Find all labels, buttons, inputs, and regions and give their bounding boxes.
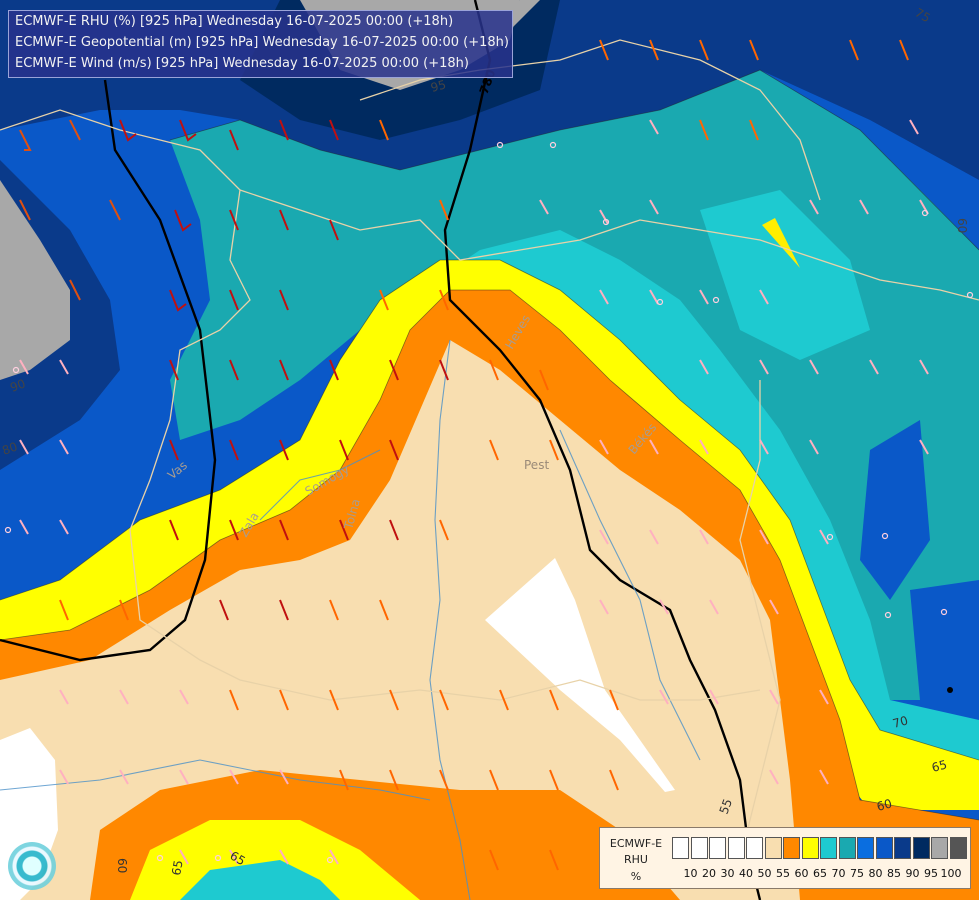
legend-tick: 65 [813, 867, 827, 880]
station-marker [947, 687, 953, 693]
rhu-label-65: 65 [930, 757, 948, 774]
rhu-label-65-bottom2: 65 [169, 859, 185, 876]
legend-tick: 100 [940, 867, 962, 880]
legend-swatch [783, 837, 800, 859]
legend-tick: 95 [924, 867, 938, 880]
rhu-95-west [0, 180, 70, 380]
legend-swatch [727, 837, 745, 859]
rhu-dry-region [485, 558, 675, 792]
legend-tick: 70 [831, 867, 846, 880]
rhu-legend: ECMWF-E RHU % 10 20 30 40 50 55 60 65 70 75 80 85 90… [599, 827, 971, 889]
calm-markers [4, 141, 974, 864]
legend-tick: 20 [702, 867, 716, 880]
rhu-contours [0, 69, 979, 821]
rhu-80-spot-1 [860, 420, 930, 600]
rhu-label-65-bottom: 65 [228, 848, 248, 868]
legend-tick: 50 [757, 867, 772, 880]
legend-tick: 60 [794, 867, 809, 880]
rhu-label-55-bottom: 55 [717, 797, 735, 816]
rhu-70-band [0, 230, 979, 800]
rhu-label-60-bottom: 60 [115, 858, 129, 873]
dry-spot [762, 218, 800, 268]
place-pest: Pest [524, 458, 549, 472]
rhu-80-spot-2 [910, 580, 979, 700]
title-line-rhu: ECMWF-E RHU (%) [925 hPa] Wednesday 16-0… [15, 14, 454, 29]
rhu-label-90-left: 90 [8, 376, 27, 394]
title-box: ECMWF-E RHU (%) [925 hPa] Wednesday 16-0… [8, 10, 513, 78]
legend-tick: 90 [905, 867, 920, 880]
legend-swatch [949, 837, 967, 859]
rivers [0, 339, 701, 900]
legend-tick: 85 [887, 867, 901, 880]
rhu-75-spot [905, 330, 940, 385]
legend-swatch [672, 837, 689, 859]
rhu-label-75: 75 [913, 5, 933, 25]
rhu-label-95: 95 [429, 77, 447, 94]
legend-tick: 30 [720, 867, 735, 880]
contour-labels: 780 95 75 60 90 80 70 65 60 55 65 60 65 [0, 5, 969, 876]
legend-tick: 40 [739, 867, 753, 880]
legend-swatch [746, 837, 763, 859]
legend-swatch [875, 837, 893, 859]
title-line-wind: ECMWF-E Wind (m/s) [925 hPa] Wednesday 1… [15, 56, 469, 71]
legend-tick: 55 [776, 867, 790, 880]
geopotential-lines [0, 0, 762, 900]
ecmwf-logo [8, 842, 56, 890]
legend-swatch [894, 837, 911, 859]
legend-tick: 80 [868, 867, 883, 880]
rhu-label-80-left: 80 [0, 439, 19, 457]
legend-swatch [709, 837, 726, 859]
legend-swatch [820, 837, 837, 859]
title-line-geopotential: ECMWF-E Geopotential (m) [925 hPa] Wedne… [15, 35, 509, 50]
legend-swatch [838, 837, 856, 859]
rhu-label-60-top: 60 [955, 218, 969, 233]
wind-barbs [19, 39, 929, 871]
rhu-65-band [0, 260, 979, 810]
legend-tick: 10 [683, 867, 698, 880]
legend-swatch [690, 837, 708, 859]
legend-variable: RHU [624, 853, 648, 866]
rhu-label-70: 70 [891, 713, 909, 730]
legend-model: ECMWF-E [609, 837, 663, 850]
legend-swatch [912, 837, 930, 859]
legend-swatch [931, 837, 948, 859]
rhu-70-east [700, 190, 870, 360]
legend-unit: % [630, 870, 642, 883]
rhu-70-south [180, 860, 340, 900]
legend-swatch [801, 837, 819, 859]
legend-swatch [764, 837, 782, 859]
legend-tick: 75 [850, 867, 864, 880]
rhu-label-60: 60 [875, 796, 893, 813]
legend-swatch [857, 837, 874, 859]
